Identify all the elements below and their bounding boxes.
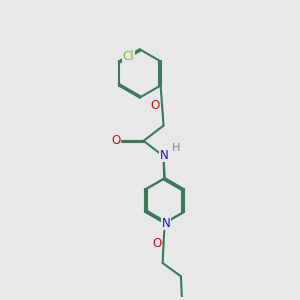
Text: O: O bbox=[150, 99, 159, 112]
Text: N: N bbox=[162, 217, 171, 230]
Text: O: O bbox=[152, 236, 162, 250]
Text: Cl: Cl bbox=[122, 50, 134, 63]
Text: N: N bbox=[160, 148, 169, 161]
Text: H: H bbox=[172, 143, 180, 153]
Text: O: O bbox=[111, 134, 121, 147]
